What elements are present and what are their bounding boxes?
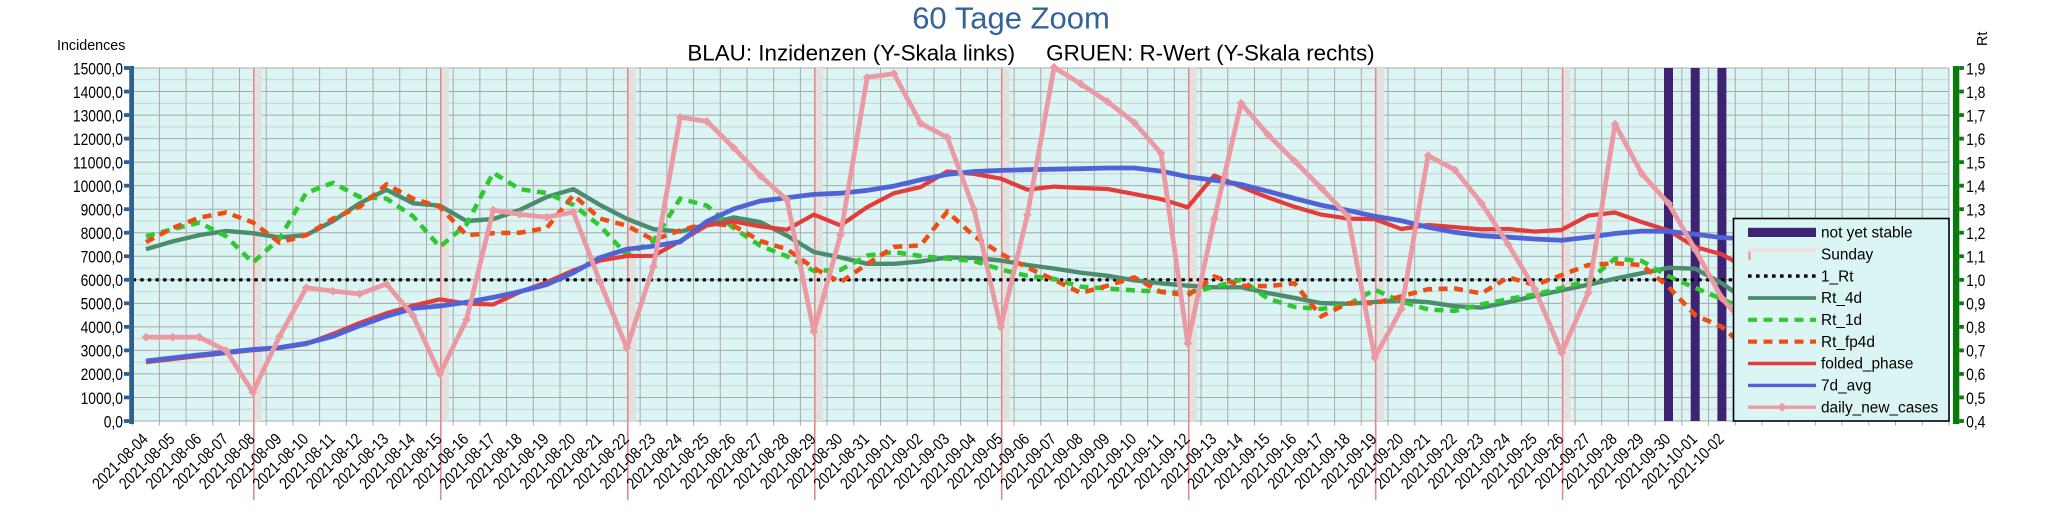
svg-text:1,9: 1,9	[1966, 60, 1985, 78]
svg-text:7d_avg: 7d_avg	[1821, 378, 1872, 395]
svg-text:7000,0: 7000,0	[81, 249, 123, 267]
svg-text:0,0: 0,0	[104, 413, 123, 431]
svg-text:Rt_fp4d: Rt_fp4d	[1821, 334, 1875, 351]
svg-text:1_Rt: 1_Rt	[1821, 268, 1854, 285]
svg-text:1,6: 1,6	[1966, 131, 1985, 149]
svg-text:6000,0: 6000,0	[81, 272, 123, 290]
svg-text:Rt_1d: Rt_1d	[1821, 312, 1862, 329]
svg-text:1,5: 1,5	[1966, 154, 1985, 172]
svg-text:1,3: 1,3	[1966, 202, 1985, 220]
svg-text:Rt: Rt	[1975, 32, 1991, 46]
svg-text:1,4: 1,4	[1966, 178, 1985, 196]
svg-text:3000,0: 3000,0	[81, 343, 123, 361]
svg-text:15000,0: 15000,0	[73, 60, 123, 78]
svg-text:0,7: 0,7	[1966, 343, 1985, 361]
svg-text:13000,0: 13000,0	[73, 107, 123, 125]
svg-text:0,4: 0,4	[1966, 413, 1985, 431]
svg-text:0,9: 0,9	[1966, 296, 1985, 314]
svg-text:1,8: 1,8	[1966, 84, 1985, 102]
svg-text:9000,0: 9000,0	[81, 202, 123, 220]
svg-text:1000,0: 1000,0	[81, 390, 123, 408]
svg-text:not yet stable: not yet stable	[1821, 225, 1913, 242]
svg-text:Rt_4d: Rt_4d	[1821, 290, 1862, 307]
svg-text:12000,0: 12000,0	[73, 131, 123, 149]
svg-text:daily_new_cases: daily_new_cases	[1821, 399, 1939, 416]
svg-text:8000,0: 8000,0	[81, 225, 123, 243]
svg-text:BLAU: Inzidenzen (Y-Skala link: BLAU: Inzidenzen (Y-Skala links) GRUEN: …	[687, 41, 1374, 66]
svg-text:5000,0: 5000,0	[81, 296, 123, 314]
svg-text:0,6: 0,6	[1966, 366, 1985, 384]
svg-text:60 Tage Zoom: 60 Tage Zoom	[912, 1, 1110, 36]
svg-text:folded_phase: folded_phase	[1821, 356, 1913, 373]
svg-text:1,0: 1,0	[1966, 272, 1985, 290]
svg-text:1,1: 1,1	[1966, 249, 1985, 267]
svg-text:10000,0: 10000,0	[73, 178, 123, 196]
svg-text:11000,0: 11000,0	[73, 154, 123, 172]
svg-text:0,5: 0,5	[1966, 390, 1985, 408]
svg-text:Sunday: Sunday	[1821, 246, 1874, 263]
svg-text:Incidences: Incidences	[57, 38, 125, 54]
svg-text:2000,0: 2000,0	[81, 366, 123, 384]
svg-text:14000,0: 14000,0	[73, 84, 123, 102]
svg-text:1,7: 1,7	[1966, 107, 1985, 125]
svg-text:0,8: 0,8	[1966, 319, 1985, 337]
svg-text:4000,0: 4000,0	[81, 319, 123, 337]
svg-text:1,2: 1,2	[1966, 225, 1985, 243]
